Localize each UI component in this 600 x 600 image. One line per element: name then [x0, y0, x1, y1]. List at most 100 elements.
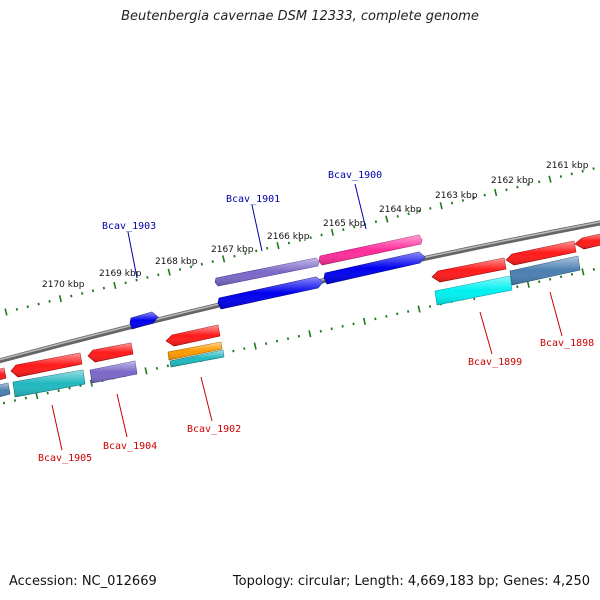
kbp-label-2161: 2161 kbp [546, 161, 589, 171]
outer-ruler-tick [592, 167, 595, 170]
inner-ruler-tick [265, 342, 268, 345]
outer-ruler-tick [548, 175, 552, 183]
inner-ruler-tick [592, 268, 596, 271]
outer-ruler-tick [407, 212, 410, 216]
outer-ruler-tick [157, 273, 160, 277]
gene-box-bcav-1904[interactable] [89, 360, 138, 384]
outer-ruler-tick [276, 242, 280, 250]
inner-ruler-tick [2, 401, 6, 405]
leader-bcav-1899 [479, 311, 493, 355]
outer-ruler-tick [244, 252, 247, 255]
gene-labels-top: Bcav_1900 Bcav_1901 Bcav_1903 [102, 170, 382, 232]
inner-ruler-tick [232, 349, 235, 353]
outer-ruler-tick [200, 262, 204, 266]
outer-ruler-tick [91, 289, 95, 293]
inner-ruler-tick [275, 339, 279, 343]
gene-label-bcav-1904[interactable]: Bcav_1904 [103, 441, 157, 452]
inner-ruler-tick [570, 272, 574, 276]
inner-ruler-tick [297, 334, 301, 338]
outer-ruler-tick [287, 241, 291, 245]
gene-arrow-red-4[interactable] [431, 257, 507, 283]
inner-ruler-tick [396, 312, 399, 316]
inner-ruler-tick [526, 280, 530, 288]
gene-label-bcav-1899[interactable]: Bcav_1899 [468, 357, 522, 368]
gene-arrow-red-edge[interactable] [0, 367, 7, 381]
gene-label-bcav-1898[interactable]: Bcav_1898 [540, 338, 594, 349]
inner-ruler-tick [144, 367, 148, 375]
inner-ruler-tick [24, 396, 27, 400]
leader-bcav-1900 [354, 183, 367, 230]
outer-ruler-tick [439, 202, 443, 210]
map-title: Beutenbergia cavernae DSM 12333, complet… [121, 9, 479, 24]
outer-ruler-tick [26, 305, 29, 309]
leader-bcav-1901 [251, 204, 263, 252]
outer-ruler-tick [559, 175, 563, 178]
outer-ruler-tick [516, 185, 519, 189]
kbp-label-2168: 2168 kbp [155, 257, 198, 267]
inner-ruler-tick [166, 364, 169, 368]
gene-label-bcav-1903[interactable]: Bcav_1903 [102, 221, 156, 232]
leader-bcav-1902 [200, 376, 213, 422]
inner-ruler-tick [549, 277, 552, 281]
outer-ruler-tick [570, 172, 573, 176]
gene-arrow-bcav-1903[interactable] [129, 311, 159, 330]
outer-ruler-tick [461, 199, 465, 202]
inner-ruler-tick [13, 399, 17, 402]
inner-ruler-tick [57, 389, 60, 392]
label-leaders [51, 183, 563, 451]
inner-ruler-tick [155, 366, 159, 370]
gene-arrow-red-3[interactable] [165, 324, 221, 347]
accession-label: Accession: NC_012669 [9, 574, 157, 589]
outer-ruler-tick [429, 207, 432, 210]
outer-ruler-tick [167, 268, 171, 276]
outer-ruler-tick [537, 180, 541, 184]
kbp-label-2165: 2165 kbp [323, 219, 366, 229]
kbp-label-2162: 2162 kbp [491, 176, 534, 186]
outer-ruler-tick [505, 188, 508, 192]
inner-ruler-tick [581, 268, 585, 276]
outer-ruler-tick [353, 225, 356, 229]
leader-bcav-1898 [549, 291, 563, 337]
inner-ruler-tick [319, 329, 322, 333]
inner-ruler-tick [559, 275, 563, 279]
outer-ruler-tick [581, 169, 584, 173]
inner-ruler-tick [68, 386, 71, 390]
gene-box-steel-edge[interactable] [0, 382, 11, 398]
gene-arrow-red-2[interactable] [87, 342, 134, 363]
gene-label-bcav-1902[interactable]: Bcav_1902 [187, 424, 241, 435]
outer-ruler-tick [70, 294, 73, 298]
inner-ruler-tick [330, 327, 333, 331]
kbp-label-2169: 2169 kbp [99, 269, 142, 279]
gene-track-bottom-inner [0, 255, 581, 398]
outer-ruler-tick [450, 201, 454, 205]
gene-label-bcav-1901[interactable]: Bcav_1901 [226, 194, 280, 205]
outer-ruler-tick [330, 228, 335, 236]
outer-ruler-tick [309, 236, 312, 240]
gene-arrow-red-6[interactable] [574, 233, 600, 250]
outer-ruler-tick [15, 307, 19, 311]
gene-label-bcav-1905[interactable]: Bcav_1905 [38, 453, 92, 464]
inner-ruler-tick [407, 310, 410, 313]
outer-ruler-tick [418, 209, 421, 213]
kbp-label-2167: 2167 kbp [211, 245, 254, 255]
inner-ruler-tick [374, 317, 377, 321]
outer-ruler-tick [233, 254, 236, 258]
outer-ruler-tick [135, 278, 138, 282]
outer-ruler-tick [342, 228, 345, 232]
outer-ruler-tick [189, 265, 193, 269]
gene-label-bcav-1900[interactable]: Bcav_1900 [328, 170, 382, 181]
outer-ruler-tick [222, 255, 226, 263]
inner-ruler-tick [385, 315, 388, 318]
outer-ruler-tick [527, 183, 530, 186]
outer-ruler-tick [146, 276, 149, 279]
inner-ruler-tick [253, 342, 257, 350]
leader-bcav-1905 [51, 404, 63, 451]
ruler-labels: 2161 kbp 2162 kbp 2163 kbp 2164 kbp 2165… [42, 161, 589, 290]
outer-ruler-tick [255, 249, 258, 253]
kbp-label-2170: 2170 kbp [42, 280, 85, 290]
outer-ruler-tick [58, 295, 63, 303]
inner-ruler-tick [46, 391, 49, 395]
outer-ruler-tick [4, 308, 8, 316]
kbp-label-2166: 2166 kbp [267, 232, 310, 242]
